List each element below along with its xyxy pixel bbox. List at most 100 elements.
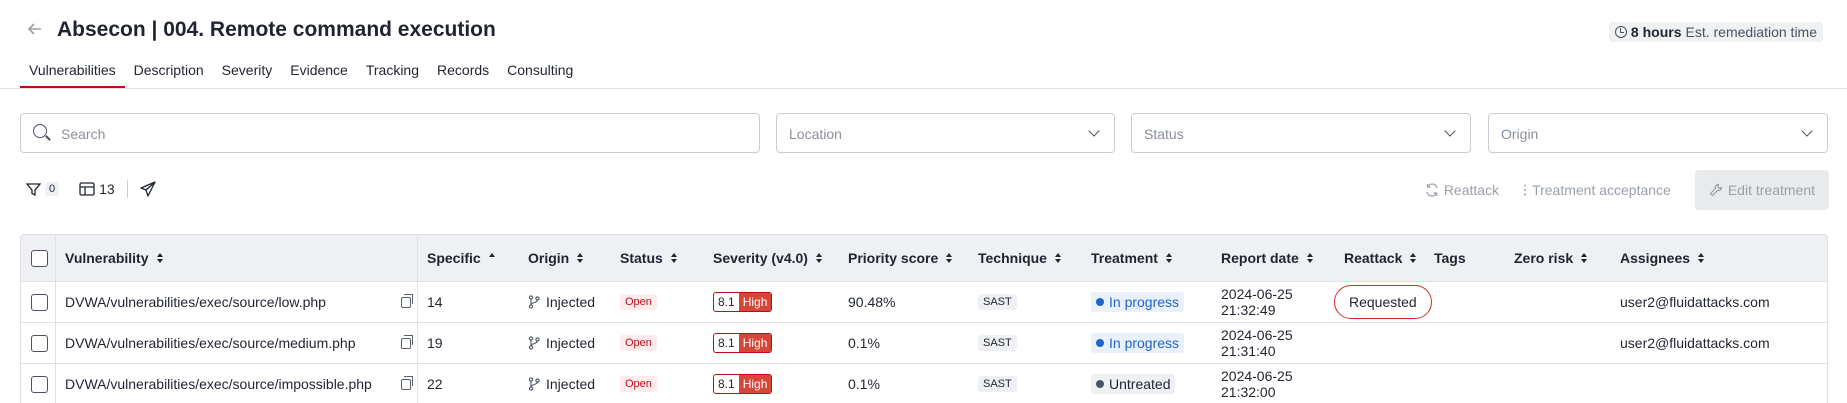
column-divider bbox=[417, 364, 418, 403]
vulnerability-cell: DVWA/vulnerabilities/exec/source/medium.… bbox=[65, 335, 356, 351]
sort-icon bbox=[488, 253, 496, 263]
vulnerability-cell: DVWA/vulnerabilities/exec/source/impossi… bbox=[65, 376, 372, 392]
column-header-specific[interactable]: Specific bbox=[427, 235, 496, 281]
tab-records[interactable]: Records bbox=[437, 62, 490, 78]
toolbar-divider bbox=[126, 180, 128, 198]
severity-cell: 8.1 High bbox=[713, 323, 773, 363]
tab-description[interactable]: Description bbox=[133, 62, 204, 78]
reattack-badge: Requested bbox=[1334, 285, 1432, 319]
tab-severity[interactable]: Severity bbox=[221, 62, 273, 78]
column-header-priority[interactable]: Priority score bbox=[848, 235, 953, 281]
report-date-cell: 2024-06-25 21:32:49 bbox=[1221, 286, 1293, 318]
sort-icon bbox=[1410, 253, 1417, 263]
back-arrow-icon[interactable] bbox=[26, 20, 46, 40]
specific-cell: 19 bbox=[427, 335, 443, 351]
search-icon bbox=[33, 124, 47, 138]
tab-bar: Vulnerabilities Description Severity Evi… bbox=[20, 52, 582, 88]
column-header-zero-risk[interactable]: Zero risk bbox=[1514, 235, 1588, 281]
column-header-tags[interactable]: Tags bbox=[1434, 250, 1466, 266]
table-actions: Reattack Treatment acceptance Edit treat… bbox=[1413, 170, 1829, 210]
copy-icon[interactable] bbox=[389, 323, 413, 363]
technique-badge: SAST bbox=[978, 335, 1017, 351]
sort-icon bbox=[156, 253, 164, 263]
origin-cell: Injected bbox=[528, 282, 595, 322]
column-header-status[interactable]: Status bbox=[620, 235, 678, 281]
table-row[interactable]: DVWA/vulnerabilities/exec/source/impossi… bbox=[20, 364, 1828, 403]
row-checkbox[interactable] bbox=[31, 293, 48, 311]
send-button[interactable] bbox=[140, 181, 156, 197]
branch-icon bbox=[528, 295, 540, 309]
copy-icon[interactable] bbox=[389, 282, 413, 322]
column-divider bbox=[55, 323, 56, 363]
sort-icon bbox=[1165, 253, 1173, 263]
header-divider bbox=[0, 88, 1847, 89]
severity-cell: 8.1 High bbox=[713, 282, 773, 322]
chevron-down-icon bbox=[1088, 125, 1100, 137]
status-select[interactable]: Status bbox=[1131, 113, 1471, 153]
severity-badge: 8.1 High bbox=[713, 333, 773, 353]
location-placeholder: Location bbox=[789, 126, 842, 142]
treatment-acceptance-button[interactable]: Treatment acceptance bbox=[1511, 170, 1683, 210]
wrench-icon bbox=[1709, 183, 1722, 197]
reattack-button[interactable]: Reattack bbox=[1413, 170, 1511, 210]
location-select[interactable]: Location bbox=[776, 113, 1115, 153]
table-toolbar: 0 13 bbox=[26, 178, 156, 200]
search-placeholder: Search bbox=[61, 126, 106, 142]
column-header-reattack[interactable]: Reattack bbox=[1344, 235, 1417, 281]
sort-icon bbox=[577, 253, 584, 263]
sort-icon bbox=[1698, 253, 1705, 263]
table-header: Vulnerability Specific Origin Status Sev… bbox=[20, 234, 1828, 282]
column-header-assignees[interactable]: Assignees bbox=[1620, 235, 1705, 281]
columns-count: 13 bbox=[99, 181, 115, 197]
column-header-origin[interactable]: Origin bbox=[528, 235, 584, 281]
technique-badge: SAST bbox=[978, 294, 1017, 310]
priority-cell: 0.1% bbox=[848, 335, 880, 351]
select-all-checkbox[interactable] bbox=[31, 249, 48, 267]
priority-cell: 0.1% bbox=[848, 376, 880, 392]
column-header-treatment[interactable]: Treatment bbox=[1091, 235, 1173, 281]
table-row[interactable]: DVWA/vulnerabilities/exec/source/low.php… bbox=[20, 282, 1828, 323]
tab-consulting[interactable]: Consulting bbox=[507, 62, 574, 78]
branch-icon bbox=[528, 336, 540, 350]
origin-placeholder: Origin bbox=[1501, 126, 1539, 142]
specific-cell: 22 bbox=[427, 376, 443, 392]
columns-button[interactable]: 13 bbox=[79, 181, 115, 197]
table-row[interactable]: DVWA/vulnerabilities/exec/source/medium.… bbox=[20, 323, 1828, 364]
row-checkbox[interactable] bbox=[31, 334, 48, 352]
status-badge: Open bbox=[620, 294, 657, 310]
tab-tracking[interactable]: Tracking bbox=[365, 62, 420, 78]
reattack-cell: Requested bbox=[1334, 282, 1432, 322]
search-input[interactable]: Search bbox=[20, 113, 760, 153]
edit-treatment-button[interactable]: Edit treatment bbox=[1694, 170, 1829, 210]
status-cell: Open bbox=[620, 323, 657, 363]
column-divider bbox=[55, 235, 56, 281]
column-header-severity[interactable]: Severity (v4.0) bbox=[713, 235, 823, 281]
priority-cell: 90.48% bbox=[848, 294, 896, 310]
column-header-vulnerability[interactable]: Vulnerability bbox=[65, 235, 164, 281]
tab-vulnerabilities[interactable]: Vulnerabilities bbox=[20, 52, 125, 88]
severity-badge: 8.1 High bbox=[713, 374, 773, 394]
status-badge: Open bbox=[620, 335, 657, 351]
branch-icon bbox=[528, 377, 540, 391]
clock-icon bbox=[1614, 26, 1627, 38]
column-header-technique[interactable]: Technique bbox=[978, 235, 1062, 281]
filter-button[interactable]: 0 bbox=[26, 182, 60, 197]
sort-icon bbox=[1054, 253, 1062, 263]
tab-evidence[interactable]: Evidence bbox=[290, 62, 348, 78]
column-header-report-date[interactable]: Report date bbox=[1221, 235, 1314, 281]
assignee-cell: user2@fluidattacks.com bbox=[1620, 294, 1770, 310]
status-cell: Open bbox=[620, 282, 657, 322]
treatment-cell: Untreated bbox=[1091, 364, 1176, 403]
treatment-badge: In progress bbox=[1091, 292, 1185, 312]
page-title: Absecon | 004. Remote command execution bbox=[57, 18, 496, 41]
sort-icon bbox=[815, 253, 823, 263]
refresh-icon bbox=[1426, 183, 1438, 197]
remediation-badge: 8 hours Est. remediation time bbox=[1608, 22, 1823, 42]
row-checkbox[interactable] bbox=[31, 375, 48, 393]
status-cell: Open bbox=[620, 364, 657, 403]
filter-icon bbox=[26, 182, 41, 196]
copy-icon[interactable] bbox=[389, 364, 413, 403]
column-divider bbox=[417, 282, 418, 322]
treatment-acceptance-label: Treatment acceptance bbox=[1532, 182, 1671, 198]
origin-select[interactable]: Origin bbox=[1488, 113, 1828, 153]
